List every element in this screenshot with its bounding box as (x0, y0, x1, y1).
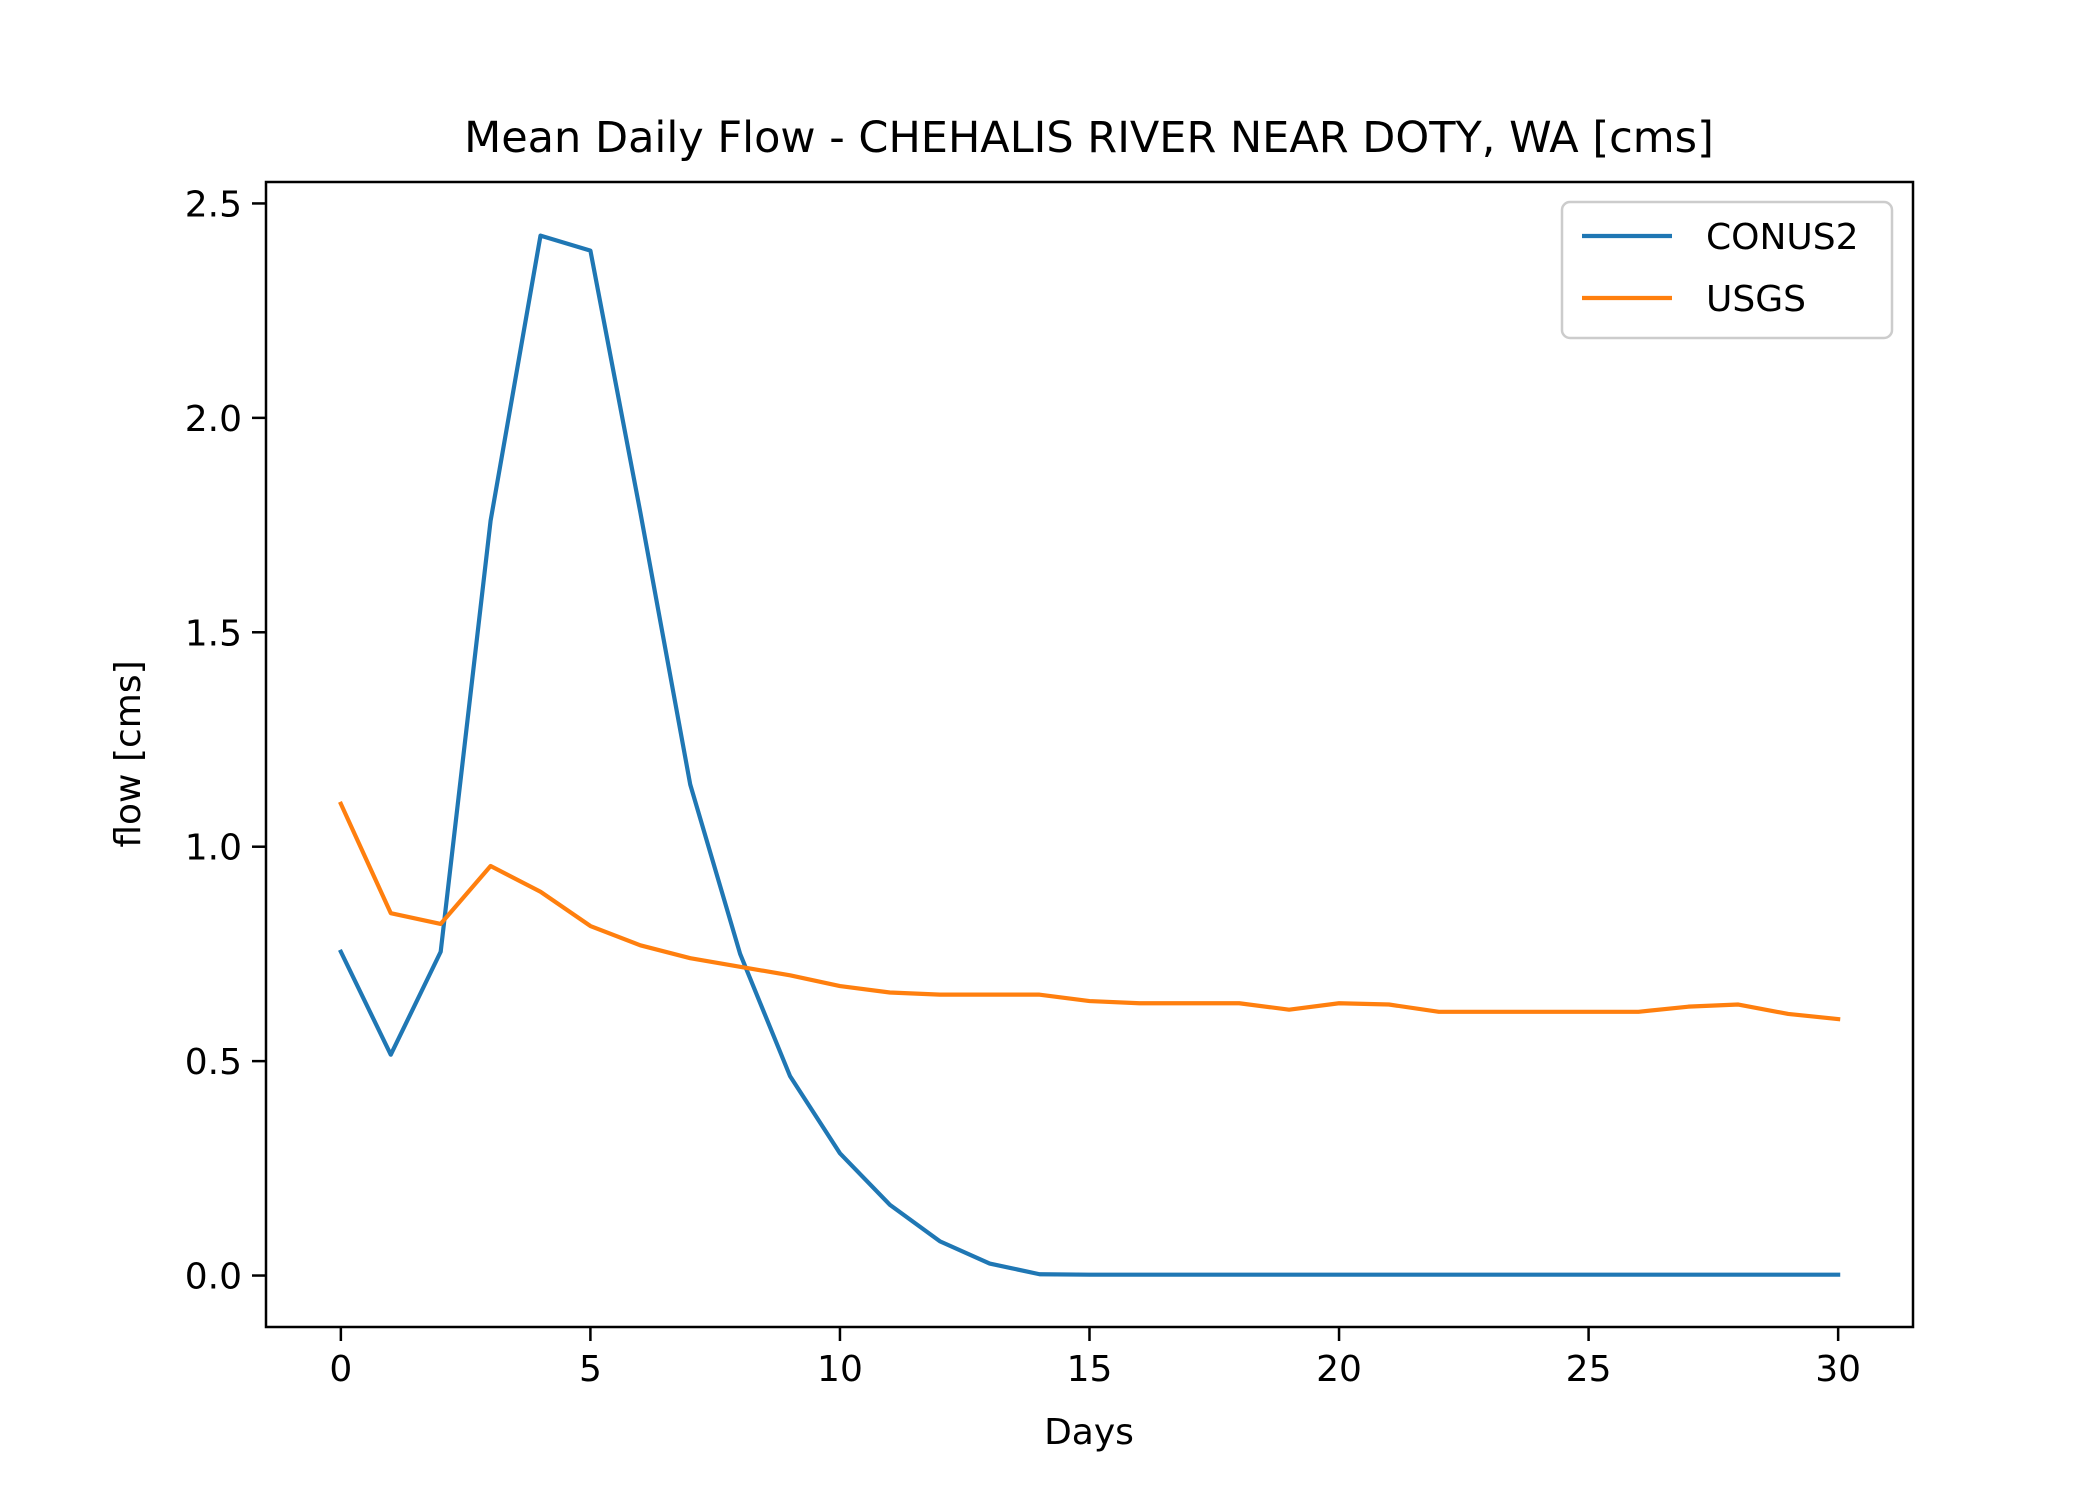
x-tick-label: 15 (1067, 1349, 1113, 1390)
x-tick-label: 5 (579, 1349, 602, 1390)
series-line-usgs (338, 801, 1841, 1022)
y-tick-label: 1.5 (185, 613, 242, 654)
series-line-conus2 (338, 233, 1841, 1277)
y-tick-label: 1.0 (185, 828, 242, 869)
x-axis-label: Days (1044, 1412, 1134, 1453)
x-tick-label: 0 (329, 1349, 352, 1390)
y-tick-label: 2.0 (185, 399, 242, 440)
x-tick-label: 25 (1566, 1349, 1612, 1390)
y-tick-label: 0.5 (185, 1042, 242, 1083)
y-tick-label: 0.0 (185, 1257, 242, 1298)
series-layer (338, 233, 1841, 1277)
y-axis-label: flow [cms] (108, 660, 149, 847)
legend-label-conus2: CONUS2 (1706, 217, 1859, 258)
legend-label-usgs: USGS (1706, 279, 1806, 320)
legend: CONUS2 USGS (1560, 200, 1894, 340)
chart-title: Mean Daily Flow - CHEHALIS RIVER NEAR DO… (464, 113, 1714, 163)
y-tick-label: 2.5 (185, 184, 242, 225)
x-axis: 0 5 10 15 20 25 30 (329, 1327, 1861, 1390)
x-tick-label: 10 (817, 1349, 863, 1390)
y-axis: 0.0 0.5 1.0 1.5 2.0 2.5 (185, 184, 266, 1298)
x-tick-label: 30 (1815, 1349, 1861, 1390)
x-tick-label: 20 (1316, 1349, 1362, 1390)
